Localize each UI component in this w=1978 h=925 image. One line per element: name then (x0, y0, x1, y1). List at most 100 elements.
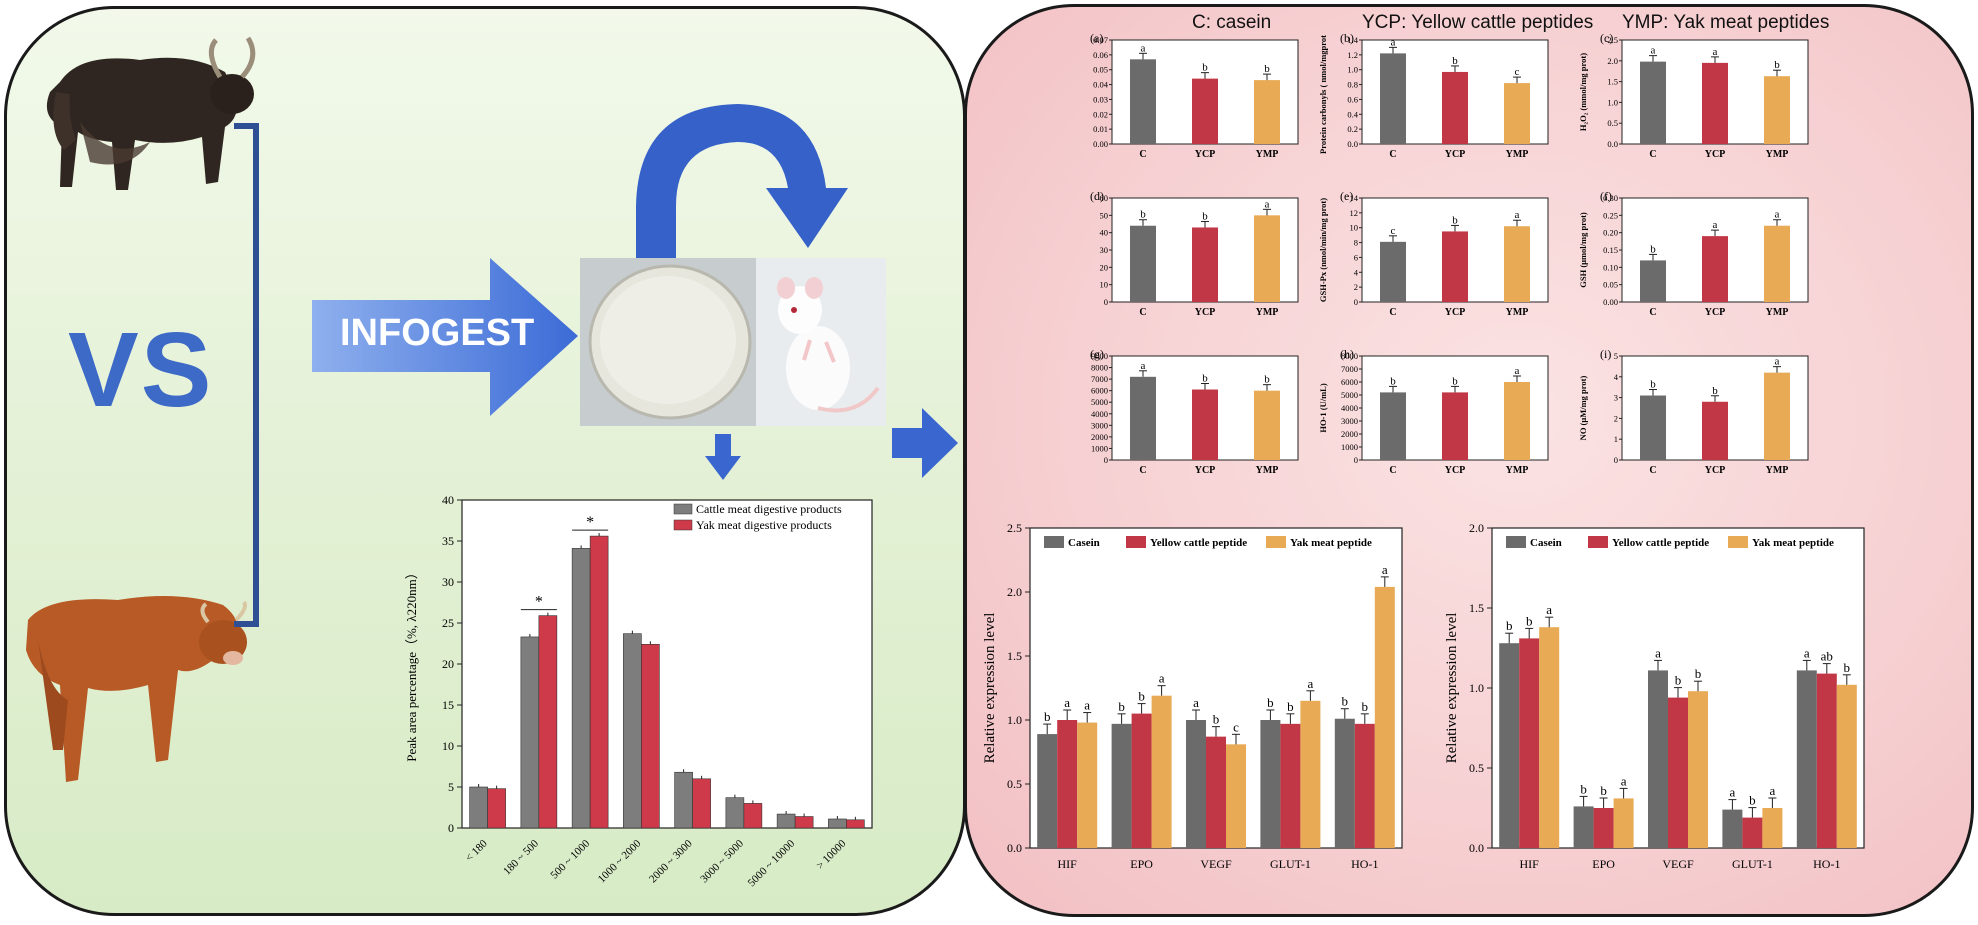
x-tick-label: YMP (1766, 465, 1789, 476)
y-tick-label: 0.5 (1607, 118, 1618, 128)
x-tick-label: YCP (1445, 465, 1466, 476)
x-tick-label: C (1139, 465, 1146, 476)
bar-yellow-cattle-peptide (1280, 723, 1301, 848)
y-tick-label: 0.0 (1607, 139, 1618, 149)
y-axis-label: Peak area percentage（%, λ220nm） (404, 566, 419, 761)
bar-yak-meat-peptide (1539, 627, 1560, 848)
x-tick-label: HIF (1058, 857, 1078, 871)
y-tick-label: 1.0 (1469, 681, 1484, 695)
bar-c (1380, 241, 1406, 302)
sig-letter: a (1775, 356, 1780, 368)
y-tick-label: 0.5 (1469, 761, 1484, 775)
bar-ymp (1504, 382, 1530, 460)
bar-c (1640, 260, 1666, 302)
bar-yak (641, 644, 660, 829)
y-tick-label: 2.0 (1469, 521, 1484, 535)
x-tick-label: VEGF (1662, 857, 1694, 871)
infogest-arrow (312, 258, 578, 416)
bar-yak (692, 778, 711, 829)
y-tick-label: 0.05 (1093, 65, 1108, 75)
y-tick-label: 8 (1354, 238, 1358, 248)
bar-yak-meat-peptide (1762, 808, 1783, 848)
bar-c (1130, 225, 1156, 302)
y-tick-label: 0.30 (1603, 193, 1618, 203)
sig-letter: b (1287, 699, 1294, 714)
sig-letter: a (1265, 198, 1270, 210)
yak-icon (46, 36, 256, 190)
bar-ymp (1254, 215, 1280, 302)
y-axis-label: HO-1 (U/mL) (1318, 383, 1328, 433)
y-tick-label: 0.6 (1347, 94, 1358, 104)
y-tick-label: 0.04 (1093, 80, 1109, 90)
comparison-bracket (234, 123, 259, 627)
bar-ycp (1442, 71, 1468, 144)
x-tick-label: YMP (1256, 465, 1279, 476)
y-tick-label: 1.0 (1347, 65, 1358, 75)
bar-ycp (1702, 401, 1728, 460)
bar-casein (1111, 723, 1132, 848)
y-tick-label: 5000 (1091, 397, 1108, 407)
y-tick-label: 2000 (1341, 429, 1358, 439)
sig-letter: b (1712, 385, 1718, 397)
sig-letter: a (1141, 360, 1146, 372)
sig-letter: a (1546, 602, 1552, 617)
biomarker-charts: (a)0.000.010.020.030.040.050.060.07aCbYC… (1090, 34, 1809, 476)
y-tick-label: 60 (1100, 193, 1109, 203)
y-tick-label: 50 (1100, 210, 1109, 220)
y-tick-label: 10 (1350, 223, 1359, 233)
y-tick-label: 7000 (1091, 374, 1108, 384)
bar-yak-meat-peptide (1688, 691, 1708, 848)
y-tick-label: 1.0 (1607, 97, 1618, 107)
y-tick-label: 0.03 (1093, 94, 1108, 104)
x-tick-label: C (1139, 307, 1146, 318)
y-tick-label: 0.07 (1093, 35, 1108, 45)
bar-ycp (1192, 389, 1218, 460)
y-tick-label: 4 (1354, 267, 1359, 277)
x-tick-label: YMP (1506, 307, 1529, 318)
sig-letter: a (1391, 36, 1396, 48)
x-tick-label: YCP (1195, 307, 1216, 318)
bar-yellow-cattle-peptide (1816, 673, 1837, 848)
legend-label: Cattle meat digestive products (696, 502, 842, 516)
y-tick-label: 6 (1354, 252, 1358, 262)
bar-yak (794, 816, 814, 829)
y-tick-label: 3000 (1341, 416, 1358, 426)
down-arrow-icon (705, 434, 741, 480)
y-tick-label: 1.5 (1607, 77, 1618, 87)
cattle-icon (26, 596, 247, 782)
y-tick-label: 0.10 (1603, 262, 1618, 272)
sig-letter: b (1695, 666, 1702, 681)
y-tick-label: 2000 (1091, 432, 1108, 442)
bar-ymp (1254, 390, 1280, 460)
panel-label: (c) (1600, 34, 1613, 45)
y-tick-label: 20 (1100, 262, 1109, 272)
sig-letter: a (1621, 773, 1627, 788)
sig-letter: b (1267, 695, 1274, 710)
bar-cattle (725, 797, 745, 829)
infogest-label: INFOGEST (340, 312, 535, 354)
y-tick-label: 0.06 (1093, 50, 1108, 60)
legend-label: Casein (1530, 537, 1562, 549)
sig-letter: c (1233, 719, 1239, 734)
sig-letter: b (1675, 673, 1682, 688)
sig-letter: c (1391, 225, 1396, 237)
y-tick-label: 25 (442, 616, 454, 630)
x-tick-label: HIF (1520, 857, 1540, 871)
x-tick-label: YCP (1195, 465, 1216, 476)
sig-letter: a (1382, 562, 1388, 577)
x-tick-label: YMP (1766, 307, 1789, 318)
sig-letter: b (1118, 699, 1125, 714)
y-tick-label: 0.0 (1347, 139, 1358, 149)
y-tick-label: 6000 (1091, 386, 1108, 396)
x-tick-label: 1000 ~ 2000 (596, 837, 644, 885)
x-tick-label: > 10000 (814, 837, 849, 872)
bar-yellow-cattle-peptide (1131, 713, 1152, 848)
sig-letter: a (1159, 671, 1165, 686)
bar-cattle (623, 633, 642, 829)
sig-letter: a (1713, 219, 1718, 231)
bar-cattle (520, 636, 540, 829)
y-tick-label: 7000 (1341, 364, 1358, 374)
legend-ymp: YMP: Yak meat peptides (1622, 12, 1830, 33)
x-tick-label: HO-1 (1813, 857, 1840, 871)
y-tick-label: 4000 (1341, 403, 1358, 413)
